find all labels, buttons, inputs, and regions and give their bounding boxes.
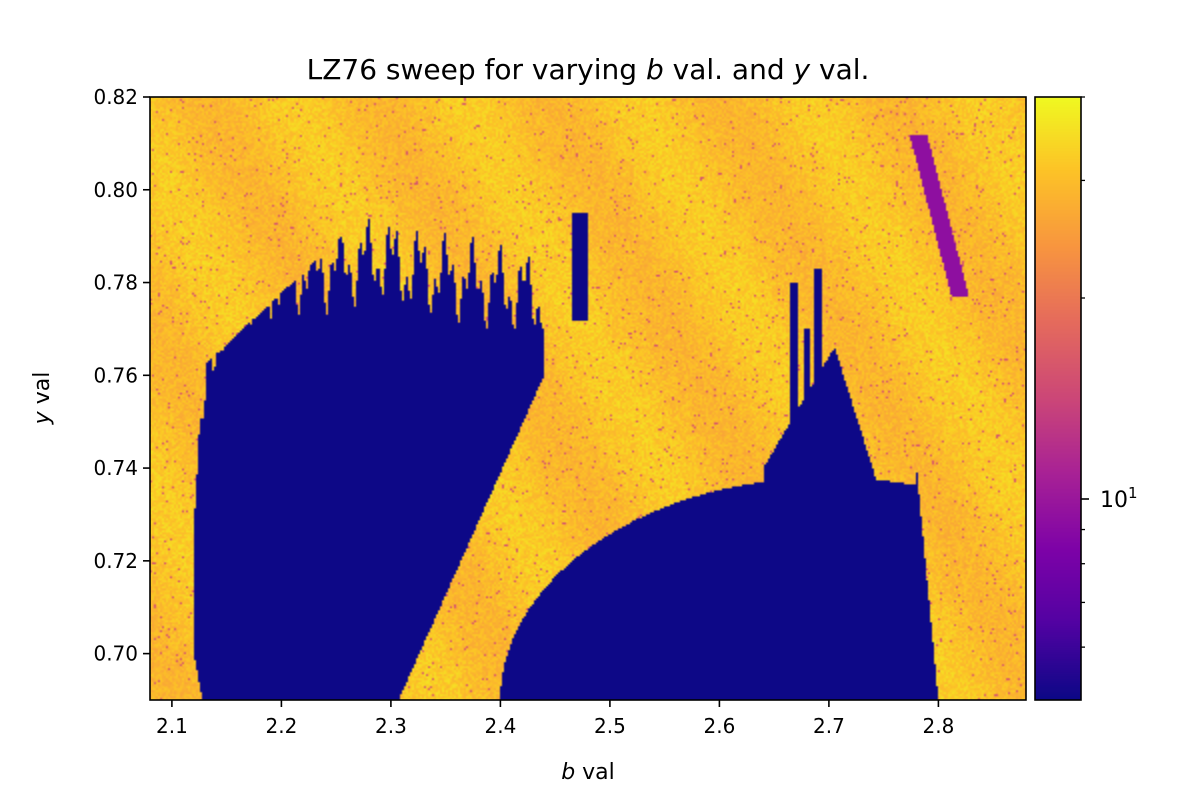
colorbar-major-tick-label: 101	[1100, 484, 1138, 513]
x-tick-label: 2.7	[813, 714, 845, 738]
x-axis-ticks: 2.1 2.2 2.3 2.4 2.5 2.6 2.7 2.8	[156, 700, 954, 738]
y-tick-label: 0.80	[93, 178, 138, 202]
y-tick-label: 0.78	[93, 271, 138, 295]
x-tick-label: 2.4	[484, 714, 516, 738]
x-tick-label: 2.2	[265, 714, 297, 738]
y-axis-label: y val	[30, 372, 55, 426]
y-tick-label: 0.72	[93, 549, 138, 573]
x-tick-label: 2.8	[922, 714, 954, 738]
x-tick-label: 2.5	[594, 714, 626, 738]
colorbar-frame	[1035, 97, 1081, 700]
x-axis-label: b val	[561, 760, 615, 785]
x-tick-label: 2.1	[156, 714, 188, 738]
x-tick-label: 2.6	[703, 714, 735, 738]
colorbar-ticks	[1081, 97, 1089, 647]
x-tick-label: 2.3	[375, 714, 407, 738]
y-tick-label: 0.82	[93, 85, 138, 109]
y-axis-ticks: 0.70 0.72 0.74 0.76 0.78 0.80 0.82	[93, 85, 150, 666]
y-tick-label: 0.70	[93, 642, 138, 666]
y-tick-label: 0.74	[93, 456, 138, 480]
chart-title: LZ76 sweep for varying b val. and y val.	[307, 53, 870, 86]
y-tick-label: 0.76	[93, 363, 138, 387]
plot-frame	[150, 97, 1026, 700]
